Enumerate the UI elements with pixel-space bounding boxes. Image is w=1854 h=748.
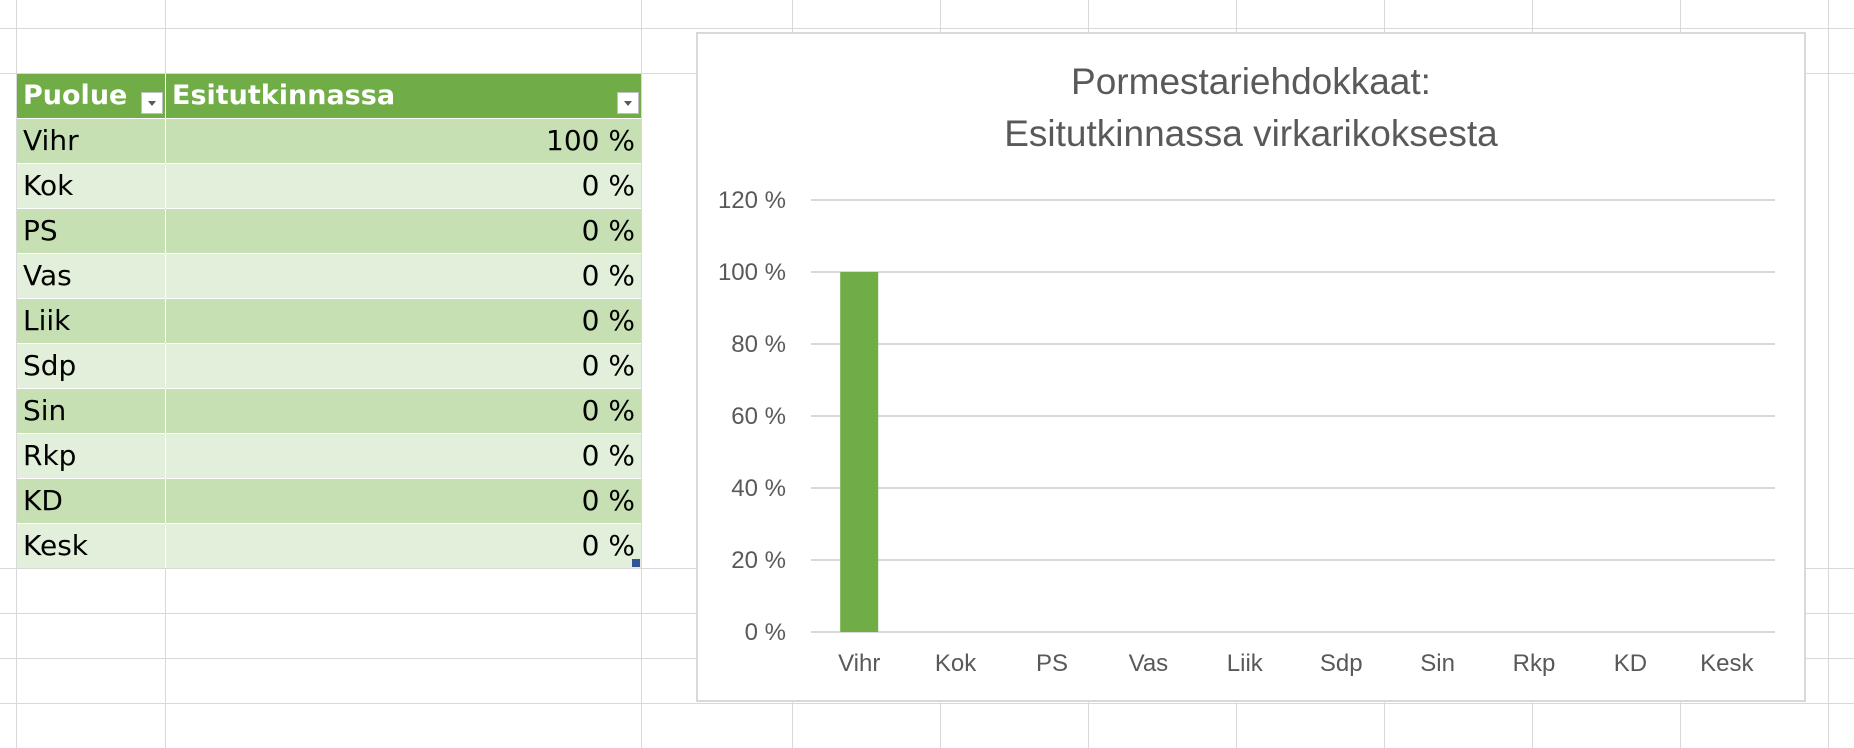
party-cell[interactable]: Vas (17, 254, 165, 298)
party-cell[interactable]: Kesk (17, 524, 165, 568)
party-cell[interactable]: Liik (17, 299, 165, 343)
y-tick-label: 40 % (731, 475, 786, 502)
x-tick-label: Vas (1129, 650, 1169, 677)
party-cell[interactable]: Sdp (17, 344, 165, 388)
y-tick-label: 100 % (718, 259, 786, 286)
value-cell[interactable]: 0 % (166, 299, 641, 343)
value-cell[interactable]: 0 % (166, 434, 641, 478)
table-row: Sin 0 % (17, 389, 641, 434)
table-row: Rkp 0 % (17, 434, 641, 479)
value-cell[interactable]: 0 % (166, 389, 641, 433)
table-header-row: Puolue Esitutkinnassa virkarikoksesta (17, 74, 641, 155)
party-cell[interactable]: Sin (17, 389, 165, 433)
x-tick-label: Kesk (1700, 650, 1754, 677)
x-tick-label: Rkp (1513, 650, 1556, 677)
value-cell[interactable]: 0 % (166, 344, 641, 388)
table-row: Sdp 0 % (17, 344, 641, 389)
party-cell[interactable]: Rkp (17, 434, 165, 478)
x-tick-label: Sin (1420, 650, 1455, 677)
x-tick-label: Sdp (1320, 650, 1363, 677)
y-tick-label: 60 % (731, 403, 786, 430)
filter-dropdown-icon[interactable] (141, 92, 163, 114)
table-row: Vas 0 % (17, 254, 641, 299)
bar-vihr[interactable] (840, 272, 879, 632)
y-tick-label: 0 % (745, 619, 786, 646)
y-tick-label: 120 % (718, 187, 786, 214)
value-cell[interactable]: 0 % (166, 254, 641, 298)
table-row: PS 0 % (17, 209, 641, 254)
filter-dropdown-icon[interactable] (617, 92, 639, 114)
value-cell[interactable]: 100 % (166, 119, 641, 163)
chart-plot: 0 % 20 % 40 % 60 % 80 % 100 % 120 % Vihr Kok PS Va… (718, 187, 1775, 677)
table-row: Kesk 0 % (17, 524, 641, 569)
x-tick-label: Kok (935, 650, 977, 677)
header-party[interactable]: Puolue (17, 74, 165, 118)
table-row: Vihr 100 % (17, 119, 641, 164)
x-tick-label: KD (1614, 650, 1647, 677)
party-cell[interactable]: PS (17, 209, 165, 253)
table-resize-handle[interactable] (632, 559, 640, 567)
value-cell[interactable]: 0 % (166, 209, 641, 253)
table-row: Kok 0 % (17, 164, 641, 209)
value-cell[interactable]: 0 % (166, 164, 641, 208)
table-row: KD 0 % (17, 479, 641, 524)
chart-title: Pormestariehdokkaat: Esitutkinnassa virk… (1004, 61, 1498, 154)
party-cell[interactable]: Kok (17, 164, 165, 208)
y-tick-label: 80 % (731, 331, 786, 358)
x-tick-label: Vihr (838, 650, 880, 677)
y-tick-label: 20 % (731, 547, 786, 574)
value-cell[interactable]: 0 % (166, 479, 641, 523)
bar-chart[interactable]: Pormestariehdokkaat: Esitutkinnassa virk… (696, 32, 1806, 702)
party-cell[interactable]: KD (17, 479, 165, 523)
value-cell[interactable]: 0 % (166, 524, 641, 568)
party-cell[interactable]: Vihr (17, 119, 165, 163)
x-tick-label: Liik (1227, 650, 1264, 677)
table-row: Liik 0 % (17, 299, 641, 344)
header-value[interactable]: Esitutkinnassa virkarikoksesta (166, 74, 641, 155)
x-tick-label: PS (1036, 650, 1068, 677)
